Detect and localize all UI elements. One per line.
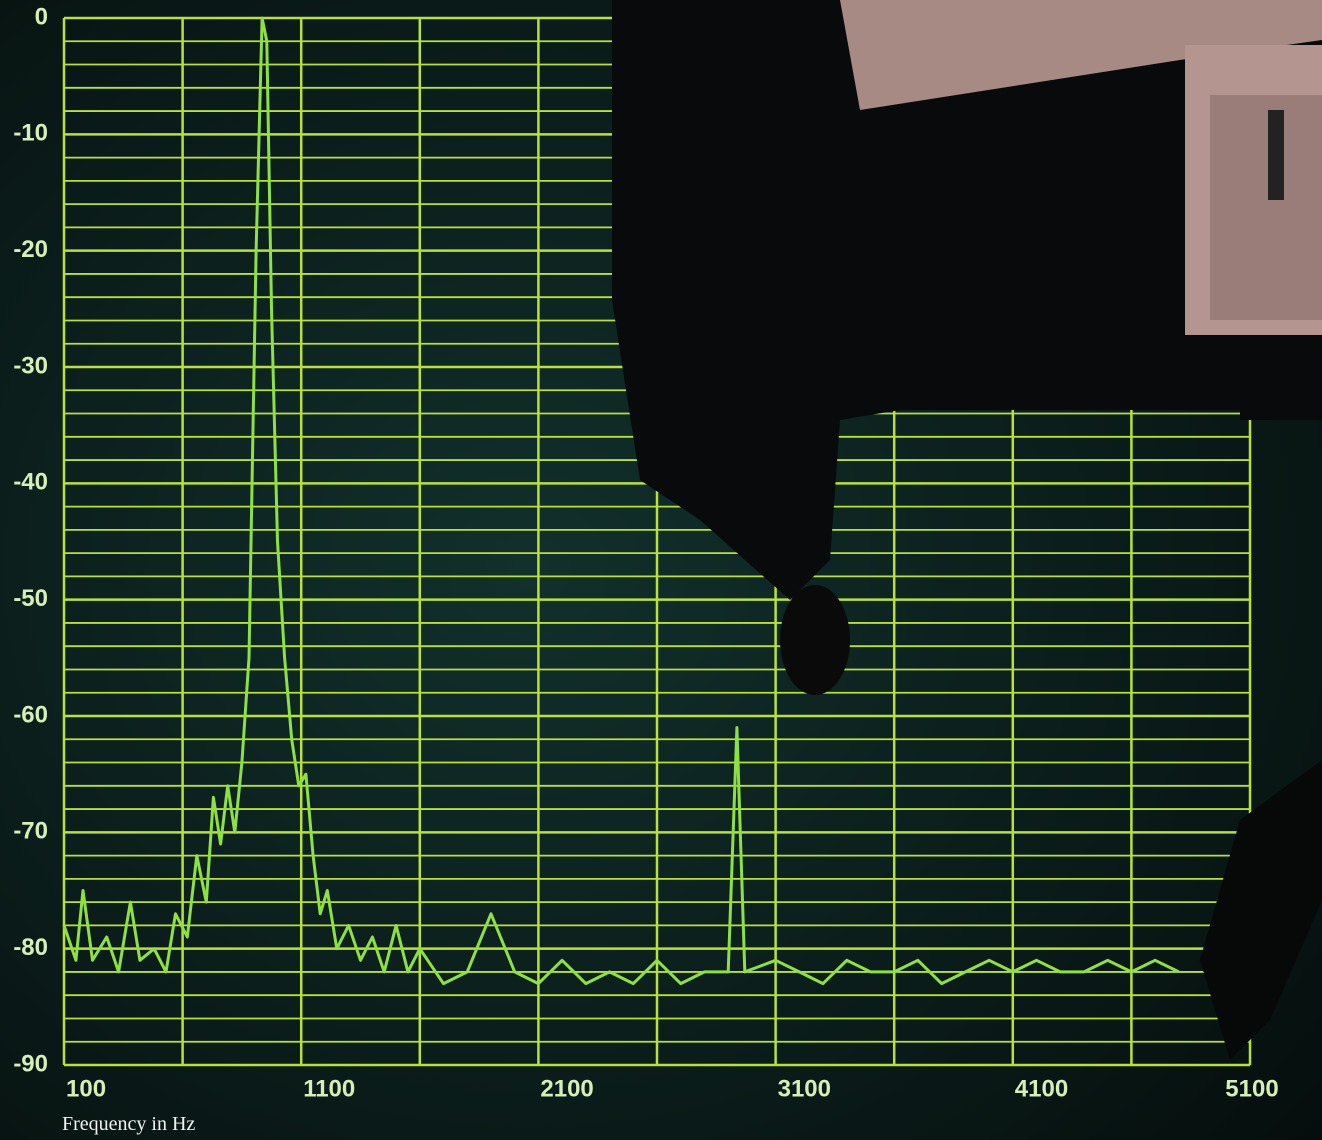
y-tick-label: 0 bbox=[35, 3, 48, 30]
x-tick-label: 5100 bbox=[1225, 1075, 1278, 1102]
y-tick-label: -20 bbox=[13, 236, 48, 263]
x-tick-label: 100 bbox=[66, 1075, 106, 1102]
photo-equipment bbox=[612, 0, 1322, 1060]
y-tick-label: -10 bbox=[13, 120, 48, 147]
x-tick-label: 2100 bbox=[540, 1075, 593, 1102]
x-tick-label: 4100 bbox=[1015, 1075, 1068, 1102]
spectrum-line bbox=[62, 16, 1180, 986]
y-tick-label: -90 bbox=[13, 1050, 48, 1077]
y-tick-label: -40 bbox=[13, 469, 48, 496]
x-tick-label: 3100 bbox=[778, 1075, 831, 1102]
y-tick-label: -30 bbox=[13, 352, 48, 379]
y-tick-label: -50 bbox=[13, 585, 48, 612]
y-tick-label: -70 bbox=[13, 818, 48, 845]
x-tick-label: 1100 bbox=[303, 1075, 355, 1102]
x-axis-label: Frequency in Hz bbox=[62, 1113, 195, 1135]
y-tick-label: -60 bbox=[13, 701, 48, 728]
y-tick-label: -80 bbox=[13, 934, 48, 961]
